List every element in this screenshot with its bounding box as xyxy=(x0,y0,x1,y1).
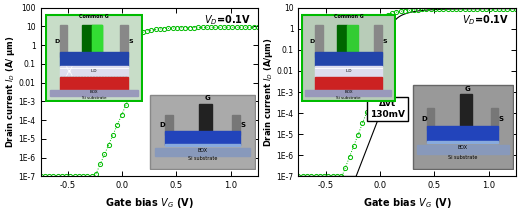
X-axis label: Gate bias $V_G$ (V): Gate bias $V_G$ (V) xyxy=(363,196,451,210)
X-axis label: Gate bias $V_G$ (V): Gate bias $V_G$ (V) xyxy=(105,196,193,210)
Text: $V_D$=0.1V: $V_D$=0.1V xyxy=(462,13,509,27)
Text: $V_D$=0.1V: $V_D$=0.1V xyxy=(204,13,251,27)
Y-axis label: Drain current $I_D$ (A/ μm): Drain current $I_D$ (A/ μm) xyxy=(4,36,17,148)
Y-axis label: Drain current $I_D$ (A/μm): Drain current $I_D$ (A/μm) xyxy=(262,37,275,147)
Text: Δvt
130mV: Δvt 130mV xyxy=(370,99,405,119)
